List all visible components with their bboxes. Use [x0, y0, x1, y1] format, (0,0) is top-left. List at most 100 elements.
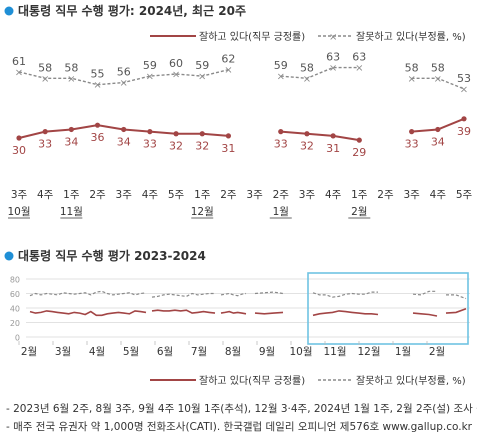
disapprove-data-label: 55: [91, 68, 105, 81]
approve-data-label: 30: [12, 144, 26, 157]
disapprove-point: ×: [41, 74, 49, 85]
x-tick-label: 4주: [325, 189, 342, 201]
disapprove-point: ×: [277, 72, 285, 83]
approve-data-label: 33: [38, 138, 52, 151]
chart1-title: 대통령 직무 수행 평가: 2024년, 최근 20주: [18, 3, 246, 18]
month-tick-label: 5월: [123, 346, 139, 358]
month-label: 12월: [191, 206, 214, 218]
y-tick-label: 40: [10, 305, 20, 314]
disapprove-point: ×: [120, 78, 128, 89]
y-tick-label: 80: [10, 276, 20, 285]
x-tick-label: 3주: [11, 189, 28, 201]
disapprove-point: ×: [172, 70, 180, 81]
month-label: 1월: [273, 206, 289, 218]
month-tick-label: 1월: [395, 346, 411, 358]
approve-point: [356, 137, 362, 143]
month-label: 10월: [7, 206, 30, 218]
y-tick-label: 20: [10, 319, 20, 328]
chart2-title: 대통령 직무 수행 평가 2023-2024: [18, 248, 206, 263]
chart1-legend: 잘하고 있다(직무 긍정률) × 잘못하고 있다(부정률, %): [150, 30, 466, 43]
x-tick-label: 1주: [351, 189, 368, 201]
x-tick-label: 4주: [37, 189, 54, 201]
chart1-legend-approve-label: 잘하고 있다(직무 긍정률): [199, 30, 305, 43]
month-tick-label: 4월: [89, 346, 105, 358]
approve-data-label: 33: [143, 138, 157, 151]
approve-data-label: 34: [64, 135, 78, 148]
approve-data-label: 39: [457, 125, 471, 138]
disapprove-data-label: 62: [221, 53, 235, 66]
chart2-title-bullet: [4, 251, 14, 261]
month-tick-label: 6월: [157, 346, 173, 358]
approve-point: [121, 126, 127, 133]
disapprove-data-label: 58: [38, 61, 52, 74]
month-tick-label: 10월: [289, 346, 312, 358]
x-tick-label: 3주: [246, 189, 263, 201]
approve-trend-segment-2: [220, 310, 247, 315]
disapprove-line-segment-2: [411, 77, 465, 90]
chart2-highlight-box: [307, 272, 469, 345]
disapprove-line-segment-1: [280, 66, 360, 80]
month-tick-label: 8월: [225, 346, 241, 358]
disapprove-trend-segment-4: [312, 291, 378, 298]
approve-data-label: 29: [352, 146, 366, 159]
x-tick-label: 3주: [403, 189, 420, 201]
disapprove-data-label: 58: [64, 61, 78, 74]
approve-data-label: 31: [326, 142, 340, 155]
approve-point: [330, 133, 336, 139]
approve-point: [435, 126, 441, 133]
disapprove-data-label: 59: [195, 59, 209, 72]
disapprove-point: ×: [460, 84, 468, 95]
approve-point: [173, 131, 179, 137]
y-tick-label: 60: [10, 290, 20, 299]
chart2-x-axis: 2월 3월 4월 5월 6월 7월 8월 9월 10월 11월 12월 1월 2월: [18, 341, 445, 358]
approve-data-label: 33: [405, 138, 419, 151]
x-tick-label: 5주: [168, 189, 185, 201]
x-tick-label: 5주: [456, 189, 473, 201]
disapprove-data-label: 63: [352, 51, 366, 64]
disapprove-data-label: 58: [405, 61, 419, 74]
month-label: 2월: [351, 206, 367, 218]
chart2-plot: [29, 290, 467, 317]
disapprove-point: ×: [329, 63, 337, 74]
approve-point: [278, 129, 284, 135]
approve-trend-segment-3: [254, 311, 284, 315]
approve-data-label: 34: [431, 135, 445, 148]
approve-trend-segment-1: [151, 309, 216, 314]
chart2-grid: 80 60 40 20 0: [10, 276, 470, 343]
approve-point: [16, 135, 22, 141]
disapprove-trend-segment-6: [446, 294, 467, 300]
x-tick-label: 3주: [116, 189, 133, 201]
disapprove-point: ×: [15, 67, 23, 78]
disapprove-data-label: 58: [300, 61, 314, 74]
approve-data-label: 34: [117, 135, 131, 148]
month-tick-label: 11월: [323, 346, 346, 358]
footnote-2: - 매주 전국 유권자 약 1,000명 전화조사(CATI). 한국갤럽 데일…: [6, 421, 472, 433]
x-tick-label: 2주: [377, 189, 394, 201]
approve-trend-segment-4: [312, 310, 379, 317]
disapprove-point: ×: [434, 74, 442, 85]
approve-line-segment-1: [280, 130, 360, 142]
approve-point: [68, 126, 74, 133]
disapprove-point: ×: [303, 74, 311, 85]
disapprove-trend-segment-0: [29, 290, 147, 297]
approve-data-label: 32: [195, 140, 209, 153]
x-tick-label: 2주: [273, 189, 290, 201]
disapprove-data-label: 63: [326, 51, 340, 64]
disapprove-trend-segment-2: [220, 292, 247, 297]
disapprove-data-label: 60: [169, 57, 183, 70]
approve-point: [42, 129, 48, 135]
disapprove-trend-segment-5: [412, 290, 437, 296]
disapprove-point: ×: [146, 72, 154, 83]
chart1-x-axis: 3주 4주 1주 2주 3주 4주 5주 1주 2주 3주 2주 3주 4주 1주 2주 3주 4주 5주 10월 1…: [7, 189, 473, 219]
approve-point: [304, 131, 310, 137]
approve-trend-segment-6: [445, 307, 467, 314]
chart2-legend-approve-label: 잘하고 있다(직무 긍정률): [199, 374, 305, 387]
approve-trend-segment-5: [412, 312, 438, 317]
month-tick-label: 2월: [21, 346, 37, 358]
disapprove-line-segment-0: [18, 69, 229, 86]
x-tick-label: 1주: [194, 189, 211, 201]
disapprove-data-label: 61: [12, 55, 26, 68]
disapprove-data-label: 53: [457, 72, 471, 85]
disapprove-data-label: 59: [274, 59, 288, 72]
